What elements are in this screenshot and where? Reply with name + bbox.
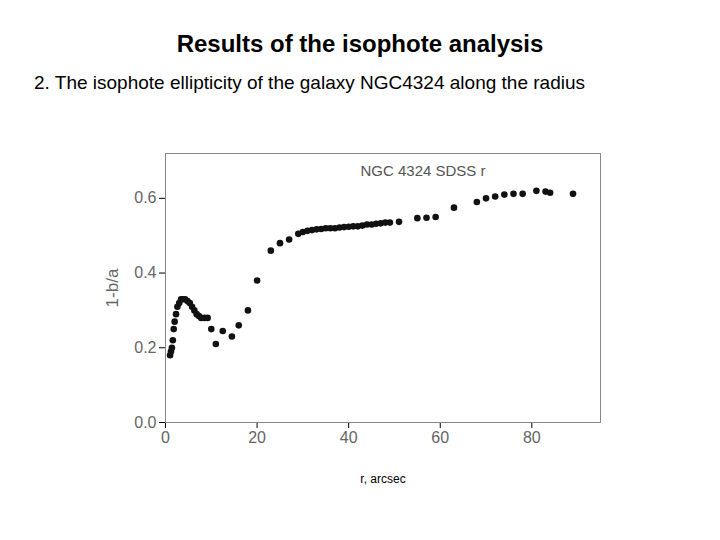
svg-text:20: 20 xyxy=(248,429,266,446)
svg-text:1-b/a: 1-b/a xyxy=(103,268,122,307)
svg-text:80: 80 xyxy=(523,429,541,446)
svg-text:0: 0 xyxy=(161,429,170,446)
svg-text:60: 60 xyxy=(431,429,449,446)
svg-text:r, arcsec: r, arcsec xyxy=(360,472,405,486)
svg-text:0.6: 0.6 xyxy=(134,189,156,206)
html-text:Results of the isophote analys: Results of the isophote analysis xyxy=(176,30,544,57)
svg-text:0.4: 0.4 xyxy=(134,264,156,281)
svg-text:0.0: 0.0 xyxy=(134,414,156,431)
svg-text:40: 40 xyxy=(340,429,358,446)
svg-text:0.2: 0.2 xyxy=(134,339,156,356)
html-text:2. The isophote ellipticity of: 2. The isophote ellipticity of the galax… xyxy=(34,72,585,93)
svg-text:NGC 4324 SDSS r: NGC 4324 SDSS r xyxy=(360,162,485,179)
